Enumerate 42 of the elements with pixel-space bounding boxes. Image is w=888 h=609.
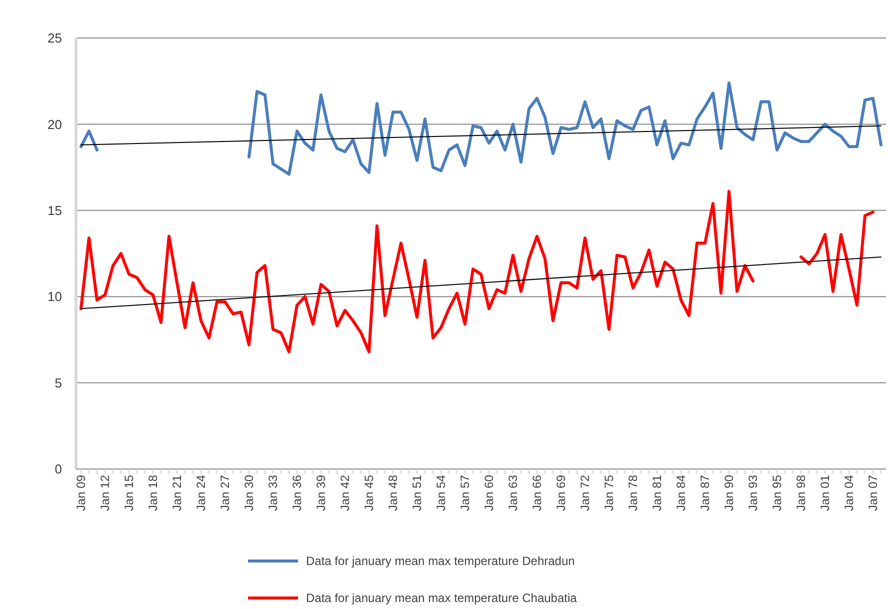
x-tick-label: Jan 60 <box>482 474 496 512</box>
x-tick-label: Jan 04 <box>842 474 856 512</box>
x-tick-label: Jan 51 <box>410 474 424 512</box>
x-tick-label: Jan 42 <box>338 474 352 512</box>
x-tick-label: Jan 87 <box>698 474 712 512</box>
x-tick-label: Jan 12 <box>98 474 112 512</box>
x-tick-label: Jan 15 <box>122 474 136 512</box>
x-tick-label: Jan 21 <box>170 474 184 512</box>
x-tick-label: Jan 81 <box>650 474 664 512</box>
x-tick-label: Jan 84 <box>674 474 688 512</box>
x-tick-label: Jan 45 <box>362 474 376 512</box>
x-tick-label: Jan 18 <box>146 474 160 512</box>
x-tick-label: Jan 95 <box>770 474 784 512</box>
y-tick-label: 25 <box>48 30 62 46</box>
x-tick-label: Jan 27 <box>218 474 232 512</box>
x-tick-label: Jan 66 <box>530 474 544 512</box>
x-tick-label: Jan 48 <box>386 474 400 512</box>
x-tick-label: Jan 01 <box>818 474 832 512</box>
x-tick-label: Jan 07 <box>866 474 880 512</box>
x-tick-label: Jan 78 <box>626 474 640 512</box>
y-tick-label: 15 <box>48 202 62 218</box>
y-tick-label: 10 <box>48 289 62 304</box>
x-tick-label: Jan 90 <box>722 474 736 512</box>
x-tick-label: Jan 33 <box>266 474 280 512</box>
x-tick-label: Jan 72 <box>578 474 592 512</box>
x-tick-label: Jan 93 <box>746 474 760 512</box>
x-tick-label: Jan 30 <box>242 474 256 512</box>
x-tick-label: Jan 69 <box>554 474 568 512</box>
legend-label: Data for january mean max temperature Chaubatia <box>306 591 578 606</box>
legend-label: Data for january mean max temperature Dehradun <box>306 554 575 568</box>
y-tick-label: 20 <box>48 116 62 132</box>
x-tick-label: Jan 75 <box>602 474 616 512</box>
x-tick-label: Jan 36 <box>290 474 304 512</box>
x-tick-label: Jan 63 <box>506 474 520 512</box>
x-tick-label: Jan 98 <box>794 474 808 512</box>
x-tick-label: Jan 54 <box>434 474 448 512</box>
y-tick-label: 0 <box>54 462 62 477</box>
x-tick-label: Jan 24 <box>194 474 208 512</box>
x-tick-label: Jan 57 <box>458 474 472 512</box>
y-tick-label: 5 <box>54 375 62 390</box>
x-tick-label: Jan 09 <box>74 474 88 512</box>
x-tick-label: Jan 39 <box>314 474 328 512</box>
